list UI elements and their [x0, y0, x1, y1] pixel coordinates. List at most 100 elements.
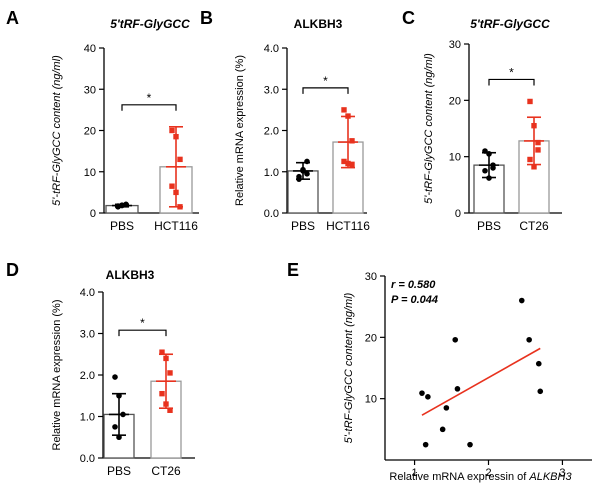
data-point: [527, 156, 533, 163]
data-point: [112, 424, 118, 430]
data-point: [349, 138, 355, 144]
y-tick-label: 2.0: [80, 370, 95, 382]
data-point: [425, 394, 431, 400]
data-point: [169, 183, 175, 189]
data-point: [167, 370, 173, 376]
panel-d: D ALKBH3 0.0 1.0 2.0 3.0 4.0 Relative mRNA expr…: [6, 260, 195, 478]
data-point: [535, 139, 541, 146]
y-tick-label: 0.0: [80, 453, 95, 465]
significance-label: *: [140, 316, 145, 330]
data-point: [454, 386, 461, 392]
panel-b: B ALKBH3 0.0 1.0 2.0 3.0 4.0 Relative mRNA expr…: [200, 8, 370, 233]
data-point: [173, 189, 179, 196]
panel-title: ALKBH3: [294, 17, 343, 31]
data-point: [177, 204, 183, 210]
y-tick-label: 10: [365, 394, 377, 406]
data-point: [486, 151, 492, 157]
y-tick-label: 3.0: [80, 329, 95, 341]
data-point: [341, 158, 347, 165]
y-tick-label: 40: [84, 43, 96, 55]
category-label: PBS: [110, 219, 134, 233]
data-point: [422, 441, 429, 448]
y-tick-label: 20: [365, 332, 377, 344]
significance-label: *: [323, 74, 328, 88]
data-point: [304, 171, 310, 177]
y-tick-label: 10: [449, 152, 461, 164]
data-point: [159, 390, 165, 397]
data-point: [173, 133, 179, 140]
data-point: [159, 349, 165, 355]
significance-label: *: [147, 91, 152, 105]
y-tick-label: 1.0: [264, 167, 279, 179]
panel-letter: D: [6, 260, 19, 280]
significance-label: *: [509, 65, 514, 79]
data-point: [452, 336, 459, 343]
r-value: r = 0.580: [391, 279, 436, 291]
data-point: [345, 160, 351, 167]
data-point: [535, 360, 542, 367]
fit-line: [421, 347, 541, 416]
data-point: [345, 113, 351, 119]
data-point: [537, 388, 544, 395]
x-tick-label: 1: [412, 467, 418, 479]
y-tick-label: 30: [365, 271, 377, 283]
data-point: [535, 147, 541, 153]
panel-title: 5'tRF-GlyGCC: [110, 17, 190, 31]
panel-letter: A: [6, 8, 19, 28]
y-axis-label: 5'-tRF-GlyGCC content (ng/ml): [343, 292, 355, 443]
data-point: [116, 392, 122, 399]
data-point: [116, 434, 122, 441]
data-point: [341, 107, 347, 113]
y-axis-label: 5'-tRF-GlyGCC content (ng/ml): [423, 53, 435, 204]
data-point: [518, 297, 525, 304]
data-point: [296, 173, 302, 180]
data-point: [490, 165, 496, 171]
significance-bracket: [121, 104, 177, 111]
panel-c: C 5'tRF-GlyGCC 0 10 20 30 5'-tRF-GlyGCC conten…: [402, 8, 562, 233]
x-tick-label: 3: [559, 467, 565, 479]
category-label: PBS: [477, 219, 501, 233]
data-point: [300, 166, 306, 173]
significance-bracket: [302, 87, 349, 94]
y-tick-label: 20: [84, 126, 96, 138]
data-point: [120, 411, 126, 418]
y-tick-label: 0.0: [264, 208, 279, 220]
x-axis-label: Relative mRNA expressin of ALKBH3: [389, 471, 572, 483]
data-point: [123, 201, 129, 208]
y-tick-label: 0: [90, 208, 96, 220]
data-point: [439, 426, 446, 433]
data-point: [419, 390, 425, 396]
data-point: [531, 164, 537, 170]
p-value: P = 0.044: [391, 294, 438, 306]
data-point: [482, 148, 488, 154]
x-axis-label-gene: ALKBH3: [528, 471, 572, 483]
y-axis-label: Relative mRNA expression (%): [51, 300, 63, 451]
y-tick-label: 30: [84, 84, 96, 96]
data-point: [482, 167, 488, 174]
data-point: [443, 405, 450, 411]
data-point: [526, 336, 532, 343]
y-tick-label: 1.0: [80, 412, 95, 424]
data-point: [163, 401, 169, 407]
panel-letter: B: [200, 8, 213, 28]
y-tick-label: 2.0: [264, 126, 279, 138]
data-point: [531, 122, 537, 129]
data-point: [467, 441, 473, 448]
y-axis-label: Relative mRNA expression (%): [234, 55, 246, 206]
panel-letter: E: [287, 260, 299, 280]
data-point: [167, 407, 173, 413]
y-tick-label: 20: [449, 95, 461, 107]
data-point: [486, 175, 492, 181]
y-tick-label: 10: [84, 167, 96, 179]
category-label: PBS: [107, 464, 131, 478]
category-label: HCT116: [154, 219, 198, 233]
category-label: CT26: [151, 464, 181, 478]
x-axis-label-prefix: Relative mRNA expressin of: [389, 471, 529, 483]
panel-title: 5'tRF-GlyGCC: [470, 17, 550, 31]
y-tick-label: 30: [449, 39, 461, 51]
data-point: [177, 156, 183, 163]
panel-letter: C: [402, 8, 415, 28]
y-axis-label: 5'-tRF-GlyGCC content (ng/ml): [51, 55, 63, 206]
x-tick-label: 2: [485, 467, 491, 479]
